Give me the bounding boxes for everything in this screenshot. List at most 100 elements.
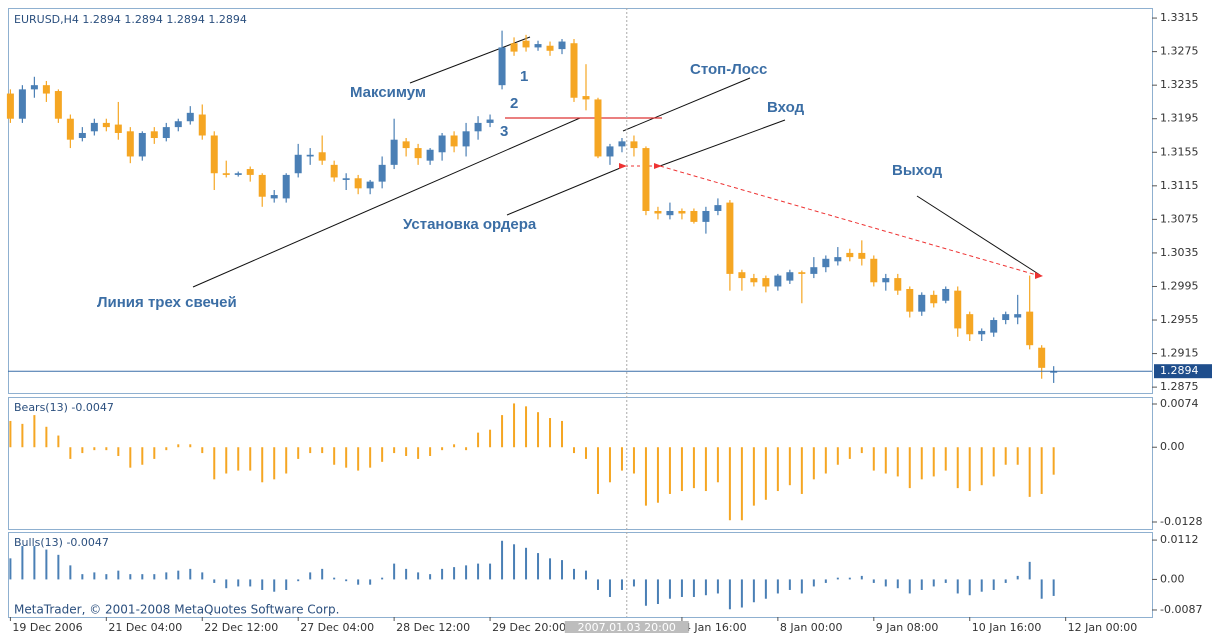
- candle-body: [534, 44, 542, 48]
- candle-body: [102, 122, 110, 128]
- annotation-lines: [192, 36, 1041, 288]
- histogram-bar: [165, 572, 168, 580]
- candle-body: [786, 272, 794, 281]
- histogram-bar: [105, 574, 108, 580]
- histogram-bar: [525, 547, 528, 580]
- histogram-bar: [812, 579, 815, 587]
- histogram-bar: [141, 574, 144, 580]
- candle-body: [222, 173, 230, 175]
- candle-body: [402, 141, 410, 149]
- histogram-bar: [956, 579, 959, 594]
- histogram-bar: [441, 568, 444, 580]
- histogram-bar: [1004, 579, 1007, 583]
- histogram-bar: [237, 579, 240, 587]
- candle-body: [270, 195, 278, 199]
- candle-body: [174, 121, 182, 128]
- histogram-bar: [596, 579, 599, 590]
- candle-body: [726, 202, 734, 274]
- histogram-bar: [1016, 447, 1019, 465]
- pointer-line: [622, 77, 751, 132]
- histogram-bar: [297, 579, 300, 582]
- y-tick-label: 1.2955: [1160, 313, 1199, 326]
- candle-body: [6, 93, 14, 119]
- histogram-bar: [9, 420, 12, 448]
- y-tick-label: 1.3275: [1160, 45, 1199, 58]
- histogram-bar: [752, 447, 755, 506]
- histogram-bar: [453, 567, 456, 580]
- histogram-bar: [309, 572, 312, 580]
- histogram-bar: [405, 568, 408, 580]
- y-tick-label: 0.0074: [1160, 397, 1199, 410]
- candle-body: [114, 124, 122, 133]
- histogram-bar: [896, 447, 899, 477]
- histogram-bar: [908, 447, 911, 489]
- candle-body: [150, 131, 158, 139]
- histogram-bar: [968, 447, 971, 492]
- histogram-bar: [1040, 579, 1043, 599]
- histogram-bar: [69, 565, 72, 580]
- x-tick-label: 4 Jan 16:00: [684, 621, 747, 633]
- candle-body: [906, 288, 914, 312]
- histogram-bar: [285, 579, 288, 590]
- candle-body: [966, 314, 974, 335]
- annotation: Линия трех свечей: [97, 294, 237, 311]
- histogram-bar: [680, 447, 683, 492]
- last-price-tag: [1154, 364, 1212, 379]
- candle-body: [978, 330, 986, 335]
- candle-body: [426, 149, 434, 161]
- histogram-bar: [728, 579, 731, 610]
- histogram-bar: [441, 447, 444, 451]
- histogram-bar: [189, 444, 192, 448]
- histogram-bar: [788, 579, 791, 590]
- candle-body: [42, 85, 50, 94]
- histogram-bar: [297, 447, 300, 459]
- histogram-bar: [812, 447, 815, 480]
- histogram-bar: [860, 575, 863, 580]
- candle-body: [918, 294, 926, 312]
- histogram-bar: [465, 565, 468, 580]
- histogram-bar: [992, 447, 995, 477]
- histogram-bar: [608, 447, 611, 483]
- candle-body: [318, 152, 326, 161]
- histogram-bar: [956, 447, 959, 489]
- histogram-bar: [944, 447, 947, 471]
- histogram-bar: [992, 579, 995, 590]
- bulls-panel: [8, 532, 1153, 618]
- histogram-bar: [860, 447, 863, 454]
- y-tick-label: 0.0112: [1160, 533, 1199, 546]
- histogram-bar: [596, 447, 599, 494]
- candle-body: [234, 173, 242, 175]
- candle-body: [882, 278, 890, 283]
- histogram-bar: [776, 447, 779, 492]
- histogram-bar: [33, 546, 36, 580]
- histogram-bar: [644, 447, 647, 506]
- y-tick-label: 1.2875: [1160, 380, 1199, 393]
- candle-body: [186, 112, 194, 122]
- candle-body: [1026, 311, 1034, 346]
- candle-body: [750, 278, 758, 283]
- histogram-bar: [393, 447, 396, 454]
- y-tick-label: 1.3235: [1160, 78, 1199, 91]
- histogram-bar: [57, 554, 60, 580]
- annotation: Выход: [892, 162, 943, 179]
- indicator-title: Bears(13) -0.0047: [14, 401, 114, 414]
- candle-body: [834, 257, 842, 262]
- histogram-bar: [477, 432, 480, 448]
- histogram-bar: [417, 572, 420, 580]
- y-tick-label: 0.00: [1160, 572, 1185, 585]
- histogram-bar: [704, 579, 707, 596]
- histogram-bar: [872, 447, 875, 471]
- histogram-bar: [752, 579, 755, 603]
- candle-body: [558, 41, 566, 50]
- histogram-bar: [1004, 447, 1007, 465]
- histogram-bar: [680, 579, 683, 597]
- histogram-bar: [81, 574, 84, 580]
- candle-body: [198, 114, 206, 136]
- histogram-bar: [477, 563, 480, 580]
- histogram-bar: [620, 579, 623, 590]
- histogram-bar: [501, 415, 504, 448]
- annotation: Вход: [767, 99, 805, 116]
- candle-body: [330, 164, 338, 178]
- crosshair-tag: [564, 621, 689, 633]
- candle-body: [474, 122, 482, 132]
